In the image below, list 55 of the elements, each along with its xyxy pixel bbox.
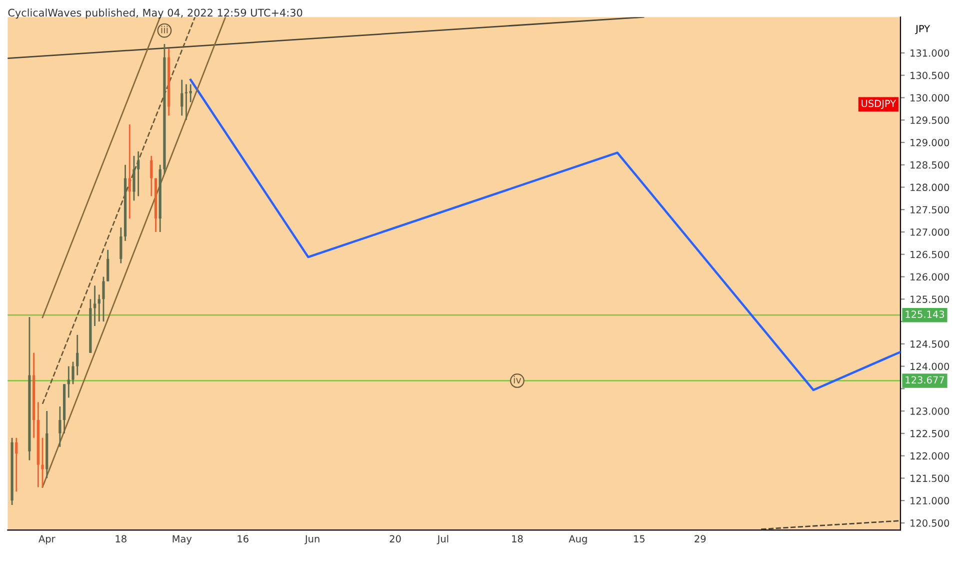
y-tick-label: 130.000: [910, 94, 950, 102]
y-tick-label: 131.000: [910, 49, 950, 57]
x-tick-label: Aug: [568, 535, 587, 544]
x-tick-label: 15: [634, 535, 645, 542]
x-tick-label: Apr: [38, 535, 56, 544]
candlestick: [67, 366, 70, 398]
candlestick: [58, 406, 62, 448]
ref-line-label: 123.677: [906, 376, 944, 384]
y-tick-label: 121.000: [910, 497, 950, 504]
y-tick-label: 124.500: [910, 340, 950, 348]
x-tick-label: 18: [116, 535, 126, 542]
ref-line-label: 125.143: [906, 310, 944, 318]
y-tick-label: 122.500: [910, 430, 950, 438]
x-tick-label: Jul: [436, 534, 448, 544]
x-tick-label: 29: [694, 535, 706, 542]
y-tick-label: 123.000: [910, 408, 950, 415]
candlestick: [180, 79, 184, 116]
candlestick: [106, 249, 110, 282]
candlestick: [72, 361, 74, 385]
y-tick-label: 128.500: [910, 161, 950, 169]
y-tick-label: 120.500: [910, 519, 950, 527]
y-tick-label: 126.000: [910, 273, 950, 281]
candlestick: [98, 294, 100, 322]
chart-title: CyclicalWaves published, May 04, 2022 12:59 UTC+4:30: [8, 8, 302, 19]
y-tick-label: 127.000: [910, 228, 950, 236]
candlestick: [137, 150, 140, 197]
y-tick-label: 122.000: [910, 452, 950, 460]
y-tick-label: 126.500: [910, 250, 950, 258]
x-tick-label: 20: [390, 535, 401, 542]
x-tick-label: May: [172, 535, 192, 544]
candlestick: [120, 226, 122, 264]
line-series: [189, 78, 900, 392]
x-tick-label: 18: [512, 535, 523, 542]
candlestick: [15, 437, 18, 492]
candlestick: [76, 334, 79, 376]
x-tick-label: 16: [238, 535, 248, 542]
y-tick-label: 130.500: [910, 72, 950, 80]
candlestick: [150, 155, 153, 197]
y-tick-label: 121.500: [910, 474, 950, 482]
y-tick-label: 127.500: [910, 206, 950, 214]
candlestick: [132, 155, 136, 202]
annotation: iii: [161, 26, 168, 34]
x-tick-label: Jun: [304, 535, 320, 544]
y-tick-label: 129.000: [910, 138, 950, 146]
candlestick: [128, 124, 131, 220]
y-axis-title: JPY: [915, 25, 930, 34]
y-tick-label: 125.500: [910, 296, 950, 303]
y-tick-label: 128.000: [910, 184, 950, 192]
candlestick: [102, 276, 105, 322]
y-tick-label: 124.000: [910, 362, 950, 370]
candlestick: [93, 284, 96, 327]
y-tick-label: 129.500: [910, 116, 950, 124]
candlestick: [41, 437, 44, 488]
annotation: USDJPY: [862, 100, 896, 109]
annotation: iv: [514, 376, 522, 384]
